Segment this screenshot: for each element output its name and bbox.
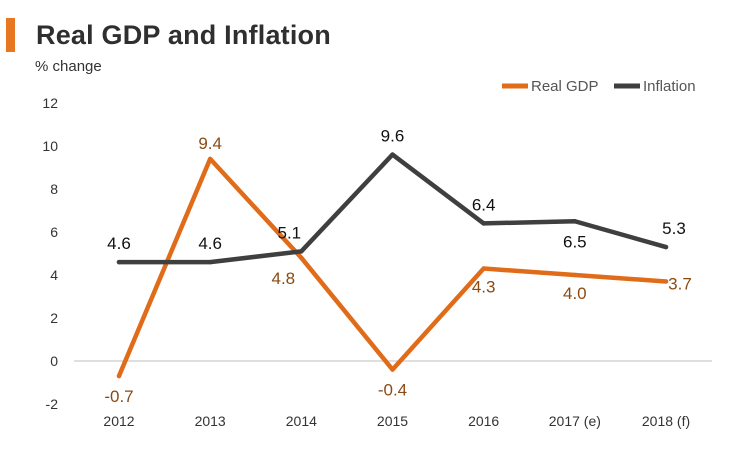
chart-title: Real GDP and Inflation xyxy=(36,20,331,50)
real-gdp-data-point xyxy=(390,367,395,372)
real-gdp-data-point xyxy=(299,255,304,260)
inflation-data-point xyxy=(481,221,486,226)
real-gdp-data-label: 9.4 xyxy=(198,134,222,153)
inflation-data-point xyxy=(116,259,122,265)
inflation-data-label: 5.1 xyxy=(278,223,302,242)
y-tick-label: -2 xyxy=(46,396,59,412)
real-gdp-data-point xyxy=(207,156,213,162)
real-gdp-series-line xyxy=(116,156,669,379)
real-gdp-data-label: 3.7 xyxy=(668,274,692,293)
x-tick-label: 2012 xyxy=(103,413,134,429)
y-tick-label: 4 xyxy=(50,267,58,283)
x-tick-label: 2013 xyxy=(195,413,226,429)
real-gdp-data-point xyxy=(481,266,486,271)
inflation-data-label: 5.3 xyxy=(662,219,686,238)
legend-label-real-gdp: Real GDP xyxy=(531,78,599,95)
y-tick-label: 8 xyxy=(50,181,58,197)
real-gdp-data-label: -0.4 xyxy=(378,381,407,400)
x-tick-label: 2016 xyxy=(468,413,499,429)
x-tick-label: 2017 (e) xyxy=(549,413,601,429)
y-tick-label: 12 xyxy=(42,95,58,111)
real-gdp-data-point xyxy=(116,373,122,379)
real-gdp-data-label: -0.7 xyxy=(104,387,133,406)
x-tick-label: 2018 (f) xyxy=(642,413,690,429)
real-gdp-data-label: 4.0 xyxy=(563,284,587,303)
real-gdp-data-point xyxy=(572,272,578,278)
real-gdp-data-point xyxy=(663,279,669,284)
y-tick-label: 10 xyxy=(42,138,58,154)
y-tick-label: 6 xyxy=(50,224,58,240)
y-axis-unit-label: % change xyxy=(35,58,102,75)
title-accent-bar xyxy=(6,18,15,52)
real-gdp-data-label: 4.3 xyxy=(472,278,496,297)
y-tick-label: 0 xyxy=(50,353,58,369)
x-tick-label: 2015 xyxy=(377,413,408,429)
inflation-data-point xyxy=(299,249,304,254)
inflation-data-label: 4.6 xyxy=(198,234,222,253)
y-tick-label: 2 xyxy=(50,310,58,326)
inflation-data-point xyxy=(207,259,213,265)
inflation-data-point xyxy=(572,219,578,224)
real-gdp-data-label: 4.8 xyxy=(272,269,296,288)
inflation-data-label: 6.5 xyxy=(563,232,587,251)
x-tick-label: 2014 xyxy=(286,413,317,429)
legend-label-inflation: Inflation xyxy=(643,78,696,95)
inflation-data-point xyxy=(663,244,669,250)
inflation-data-label: 6.4 xyxy=(472,195,496,214)
inflation-data-point xyxy=(390,152,395,157)
inflation-data-label: 4.6 xyxy=(107,234,131,253)
inflation-data-label: 9.6 xyxy=(381,127,405,146)
